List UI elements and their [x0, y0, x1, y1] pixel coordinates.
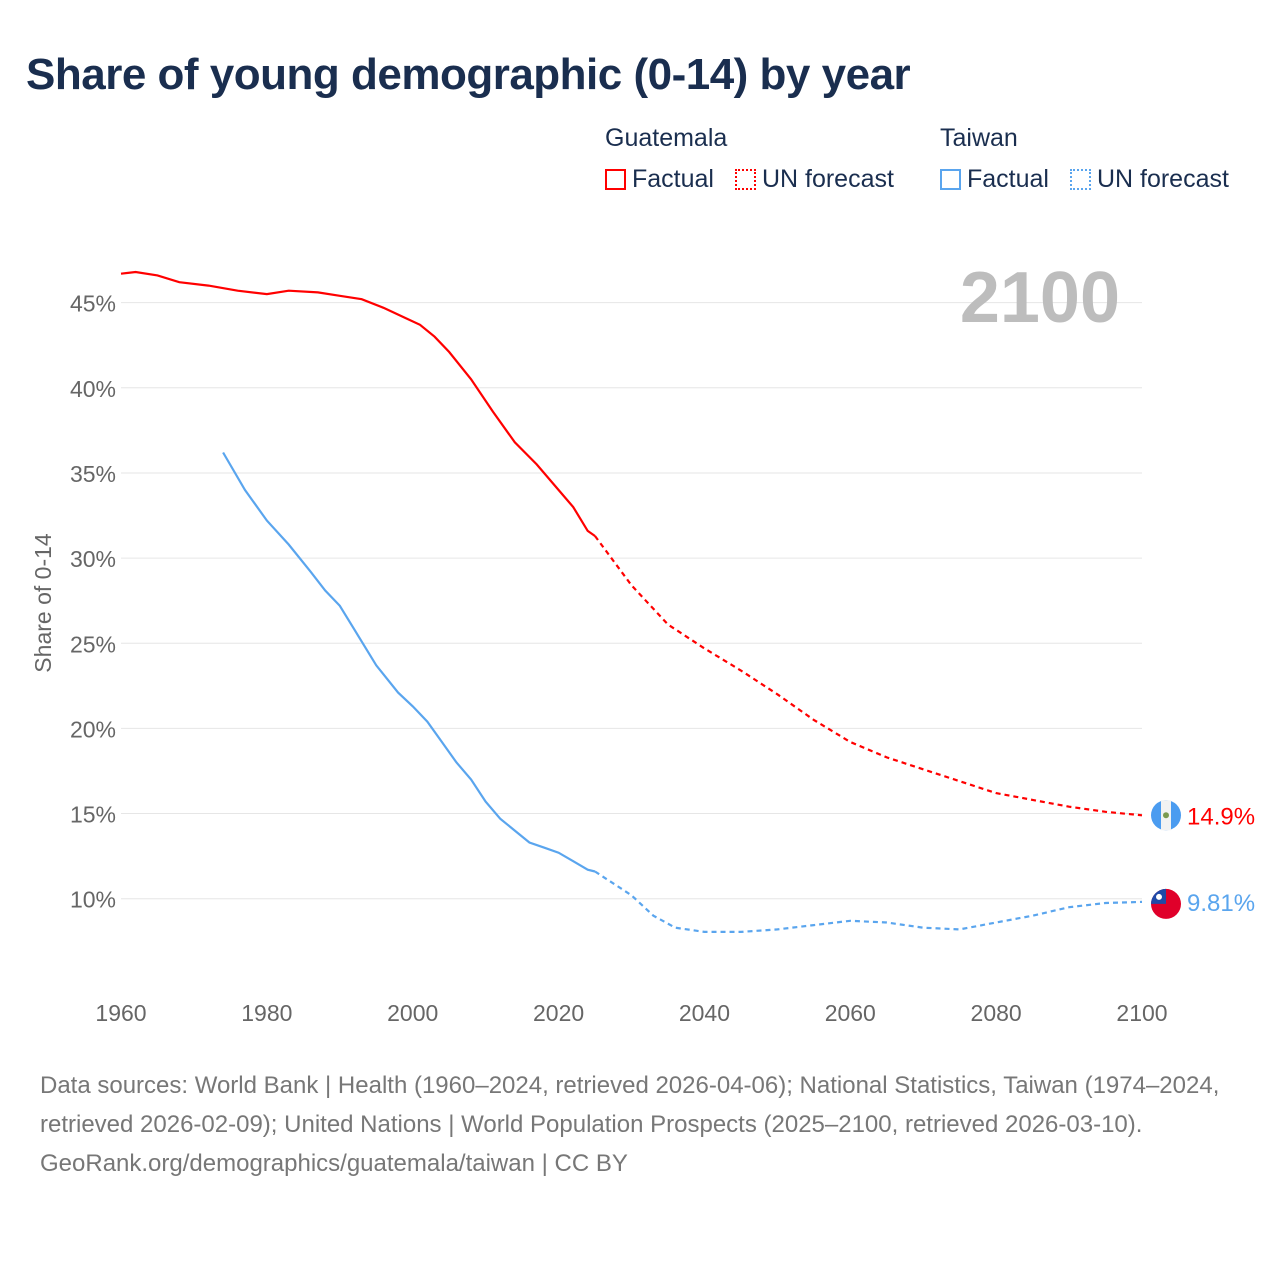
x-tick-label: 2040 — [679, 1000, 730, 1026]
legend-swatch — [605, 169, 626, 190]
legend-label: UN forecast — [1096, 165, 1229, 193]
y-tick-label: 40% — [70, 376, 116, 402]
legend-taiwan: Taiwan Factual UN forecast — [940, 124, 1229, 197]
y-tick-label: 10% — [70, 887, 116, 913]
y-tick-label: 25% — [70, 631, 116, 657]
legend-group-name: Guatemala — [605, 124, 728, 152]
y-tick-label: 45% — [70, 291, 116, 317]
legend-label: UN forecast — [761, 165, 894, 193]
current-year-label: 2100 — [960, 258, 1120, 338]
legend-swatch — [1069, 169, 1091, 190]
x-tick-label: 1960 — [95, 1000, 146, 1026]
x-tick-label: 2080 — [971, 1000, 1022, 1026]
x-tick-label: 2100 — [1116, 1000, 1167, 1026]
taiwan-end-value-label: 9.81% — [1187, 890, 1255, 917]
data-sources: Data sources: World Bank | Health (1960–… — [40, 1072, 1220, 1138]
y-tick-label: 35% — [70, 461, 116, 487]
chart-title: Share of young demographic (0-14) by yea… — [26, 50, 911, 99]
y-tick-label: 15% — [70, 802, 116, 828]
footer: Data sources: World Bank | Health (1960–… — [40, 1066, 1250, 1183]
taiwan-factual-line — [222, 451, 596, 873]
y-axis-label: Share of 0-14 — [30, 533, 56, 673]
chart-area: 10% 15% 20% 25% 30% 35% 40% 45% 1960 1980 2000 2020… — [30, 258, 1255, 1026]
legend-label: Factual — [632, 165, 714, 193]
y-tick-label: 20% — [70, 716, 116, 742]
legend-group-name: Taiwan — [940, 124, 1018, 152]
legend-item-factual[interactable]: Factual — [605, 165, 714, 194]
taiwan-flag-icon — [1156, 893, 1162, 900]
taiwan-forecast-line — [594, 870, 1143, 934]
credit-link[interactable]: GeoRank.org/demographics/guatemala/taiwa… — [40, 1150, 628, 1177]
legend-label: Factual — [967, 165, 1049, 193]
x-tick-label: 2000 — [387, 1000, 438, 1026]
guatemala-end-value-label: 14.9% — [1187, 803, 1255, 830]
legend-swatch — [940, 169, 961, 190]
legend-guatemala: Guatemala Factual UN forecast — [605, 124, 908, 197]
legend-swatch — [734, 169, 756, 190]
guatemala-factual-line — [120, 270, 596, 537]
x-tick-label: 2020 — [533, 1000, 584, 1026]
x-tick-label: 2060 — [825, 1000, 876, 1026]
legend-item-factual[interactable]: Factual — [940, 165, 1049, 194]
y-tick-label: 30% — [70, 546, 116, 572]
x-tick-label: 1980 — [241, 1000, 292, 1026]
legend-item-forecast[interactable]: UN forecast — [734, 165, 894, 194]
guatemala-forecast-line — [594, 535, 1143, 817]
guatemala-flag-icon — [1163, 812, 1169, 819]
legend-item-forecast[interactable]: UN forecast — [1069, 165, 1229, 194]
